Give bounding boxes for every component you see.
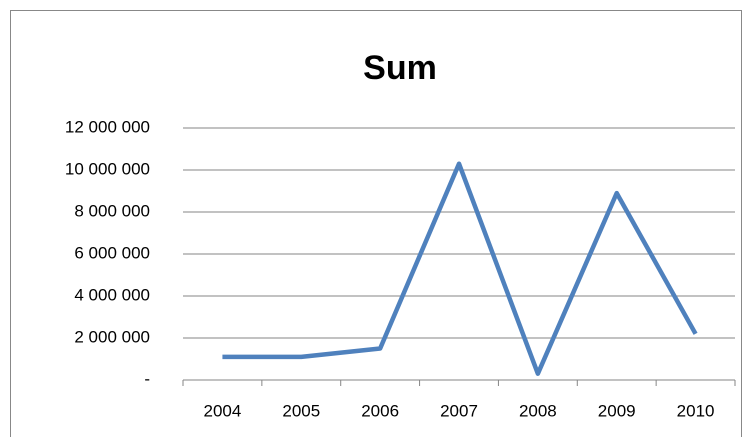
y-tick-label: 12 000 000 xyxy=(65,117,150,136)
chart-frame xyxy=(10,10,742,437)
x-tick-label: 2010 xyxy=(677,401,715,420)
x-tick-label: 2004 xyxy=(204,401,242,420)
y-tick-label: 4 000 000 xyxy=(74,285,150,304)
x-tick-label: 2009 xyxy=(598,401,636,420)
y-tick-label: 8 000 000 xyxy=(74,201,150,220)
y-tick-label: - xyxy=(144,369,150,388)
x-tick-label: 2007 xyxy=(440,401,478,420)
y-tick-label: 6 000 000 xyxy=(74,243,150,262)
x-tick-label: 2005 xyxy=(282,401,320,420)
y-tick-label: 2 000 000 xyxy=(74,327,150,346)
x-tick-label: 2008 xyxy=(519,401,557,420)
y-tick-label: 10 000 000 xyxy=(65,159,150,178)
x-tick-label: 2006 xyxy=(361,401,399,420)
line-series xyxy=(222,161,698,376)
chart-title: Sum xyxy=(363,49,437,87)
